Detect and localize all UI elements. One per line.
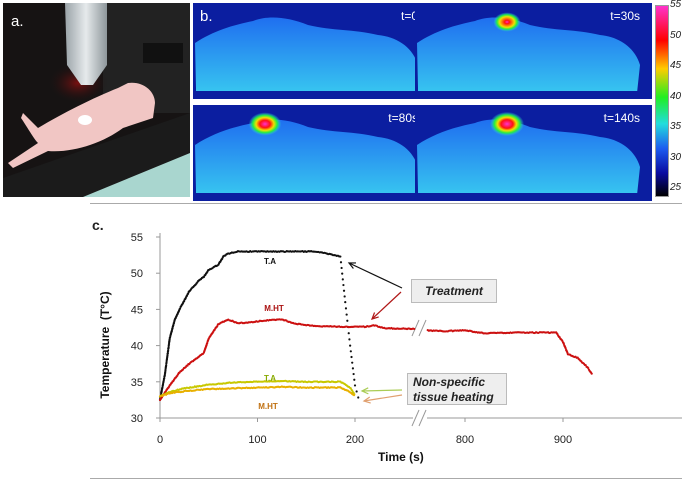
- panel-b-label: b.: [200, 8, 213, 25]
- data-point: [352, 367, 354, 369]
- data-point: [342, 278, 344, 280]
- y-tick-label: 35: [131, 377, 143, 389]
- treatment-annotation-text: Treatment: [425, 284, 483, 298]
- data-point: [346, 320, 348, 322]
- data-point: [339, 255, 341, 257]
- y-tick-label: 55: [131, 232, 143, 244]
- series-label: M.HT: [264, 304, 284, 313]
- arrow-treatment-ta: [349, 263, 402, 288]
- data-point: [353, 373, 355, 375]
- y-tick-label: 40: [131, 341, 143, 353]
- data-point: [349, 345, 351, 347]
- axis-break-mark: [419, 410, 426, 426]
- data-point: [591, 373, 593, 375]
- data-point: [350, 356, 352, 358]
- data-point: [340, 261, 342, 263]
- data-point: [354, 384, 356, 386]
- nonspecific-annotation-line2: tissue heating: [413, 390, 506, 405]
- y-tick-label: 45: [131, 304, 143, 316]
- data-point: [348, 338, 350, 340]
- series-label: M.HT: [258, 402, 278, 411]
- x-axis-title: Time (s): [378, 450, 424, 464]
- data-point: [345, 307, 347, 309]
- treatment-annotation-box: Treatment: [411, 279, 497, 303]
- x-tick-label: 0: [157, 434, 163, 446]
- data-point: [357, 396, 359, 398]
- x-tick-label: 800: [456, 434, 474, 446]
- data-point: [351, 362, 353, 364]
- arrow-treatment-mht: [372, 292, 401, 319]
- data-point: [356, 390, 358, 392]
- data-point: [343, 290, 345, 292]
- arrow-nonspecific-mht: [364, 395, 402, 401]
- data-point: [353, 394, 355, 396]
- data-point: [348, 332, 350, 334]
- data-point: [350, 350, 352, 352]
- data-point: [353, 379, 355, 381]
- y-tick-label: 30: [131, 413, 143, 425]
- x-tick-label: 900: [554, 434, 572, 446]
- series-label: T.A: [264, 257, 276, 266]
- nonspecific-annotation-line1: Non-specific: [413, 374, 506, 390]
- y-tick-label: 50: [131, 268, 143, 280]
- axis-break-mark: [419, 320, 426, 336]
- data-point: [344, 301, 346, 303]
- data-point: [346, 313, 348, 315]
- data-point: [344, 295, 346, 297]
- axis-break-mark: [412, 410, 419, 426]
- series-label: T.A: [264, 374, 276, 383]
- nonspecific-annotation-box: Non-specific tissue heating: [407, 373, 507, 405]
- x-tick-label: 100: [248, 434, 266, 446]
- arrow-nonspecific-ta: [362, 390, 402, 391]
- data-point: [342, 284, 344, 286]
- data-point: [413, 328, 415, 330]
- data-point: [341, 273, 343, 275]
- data-point: [340, 267, 342, 269]
- y-axis-title: Temperature (T°C): [98, 280, 112, 410]
- x-tick-label: 200: [346, 434, 364, 446]
